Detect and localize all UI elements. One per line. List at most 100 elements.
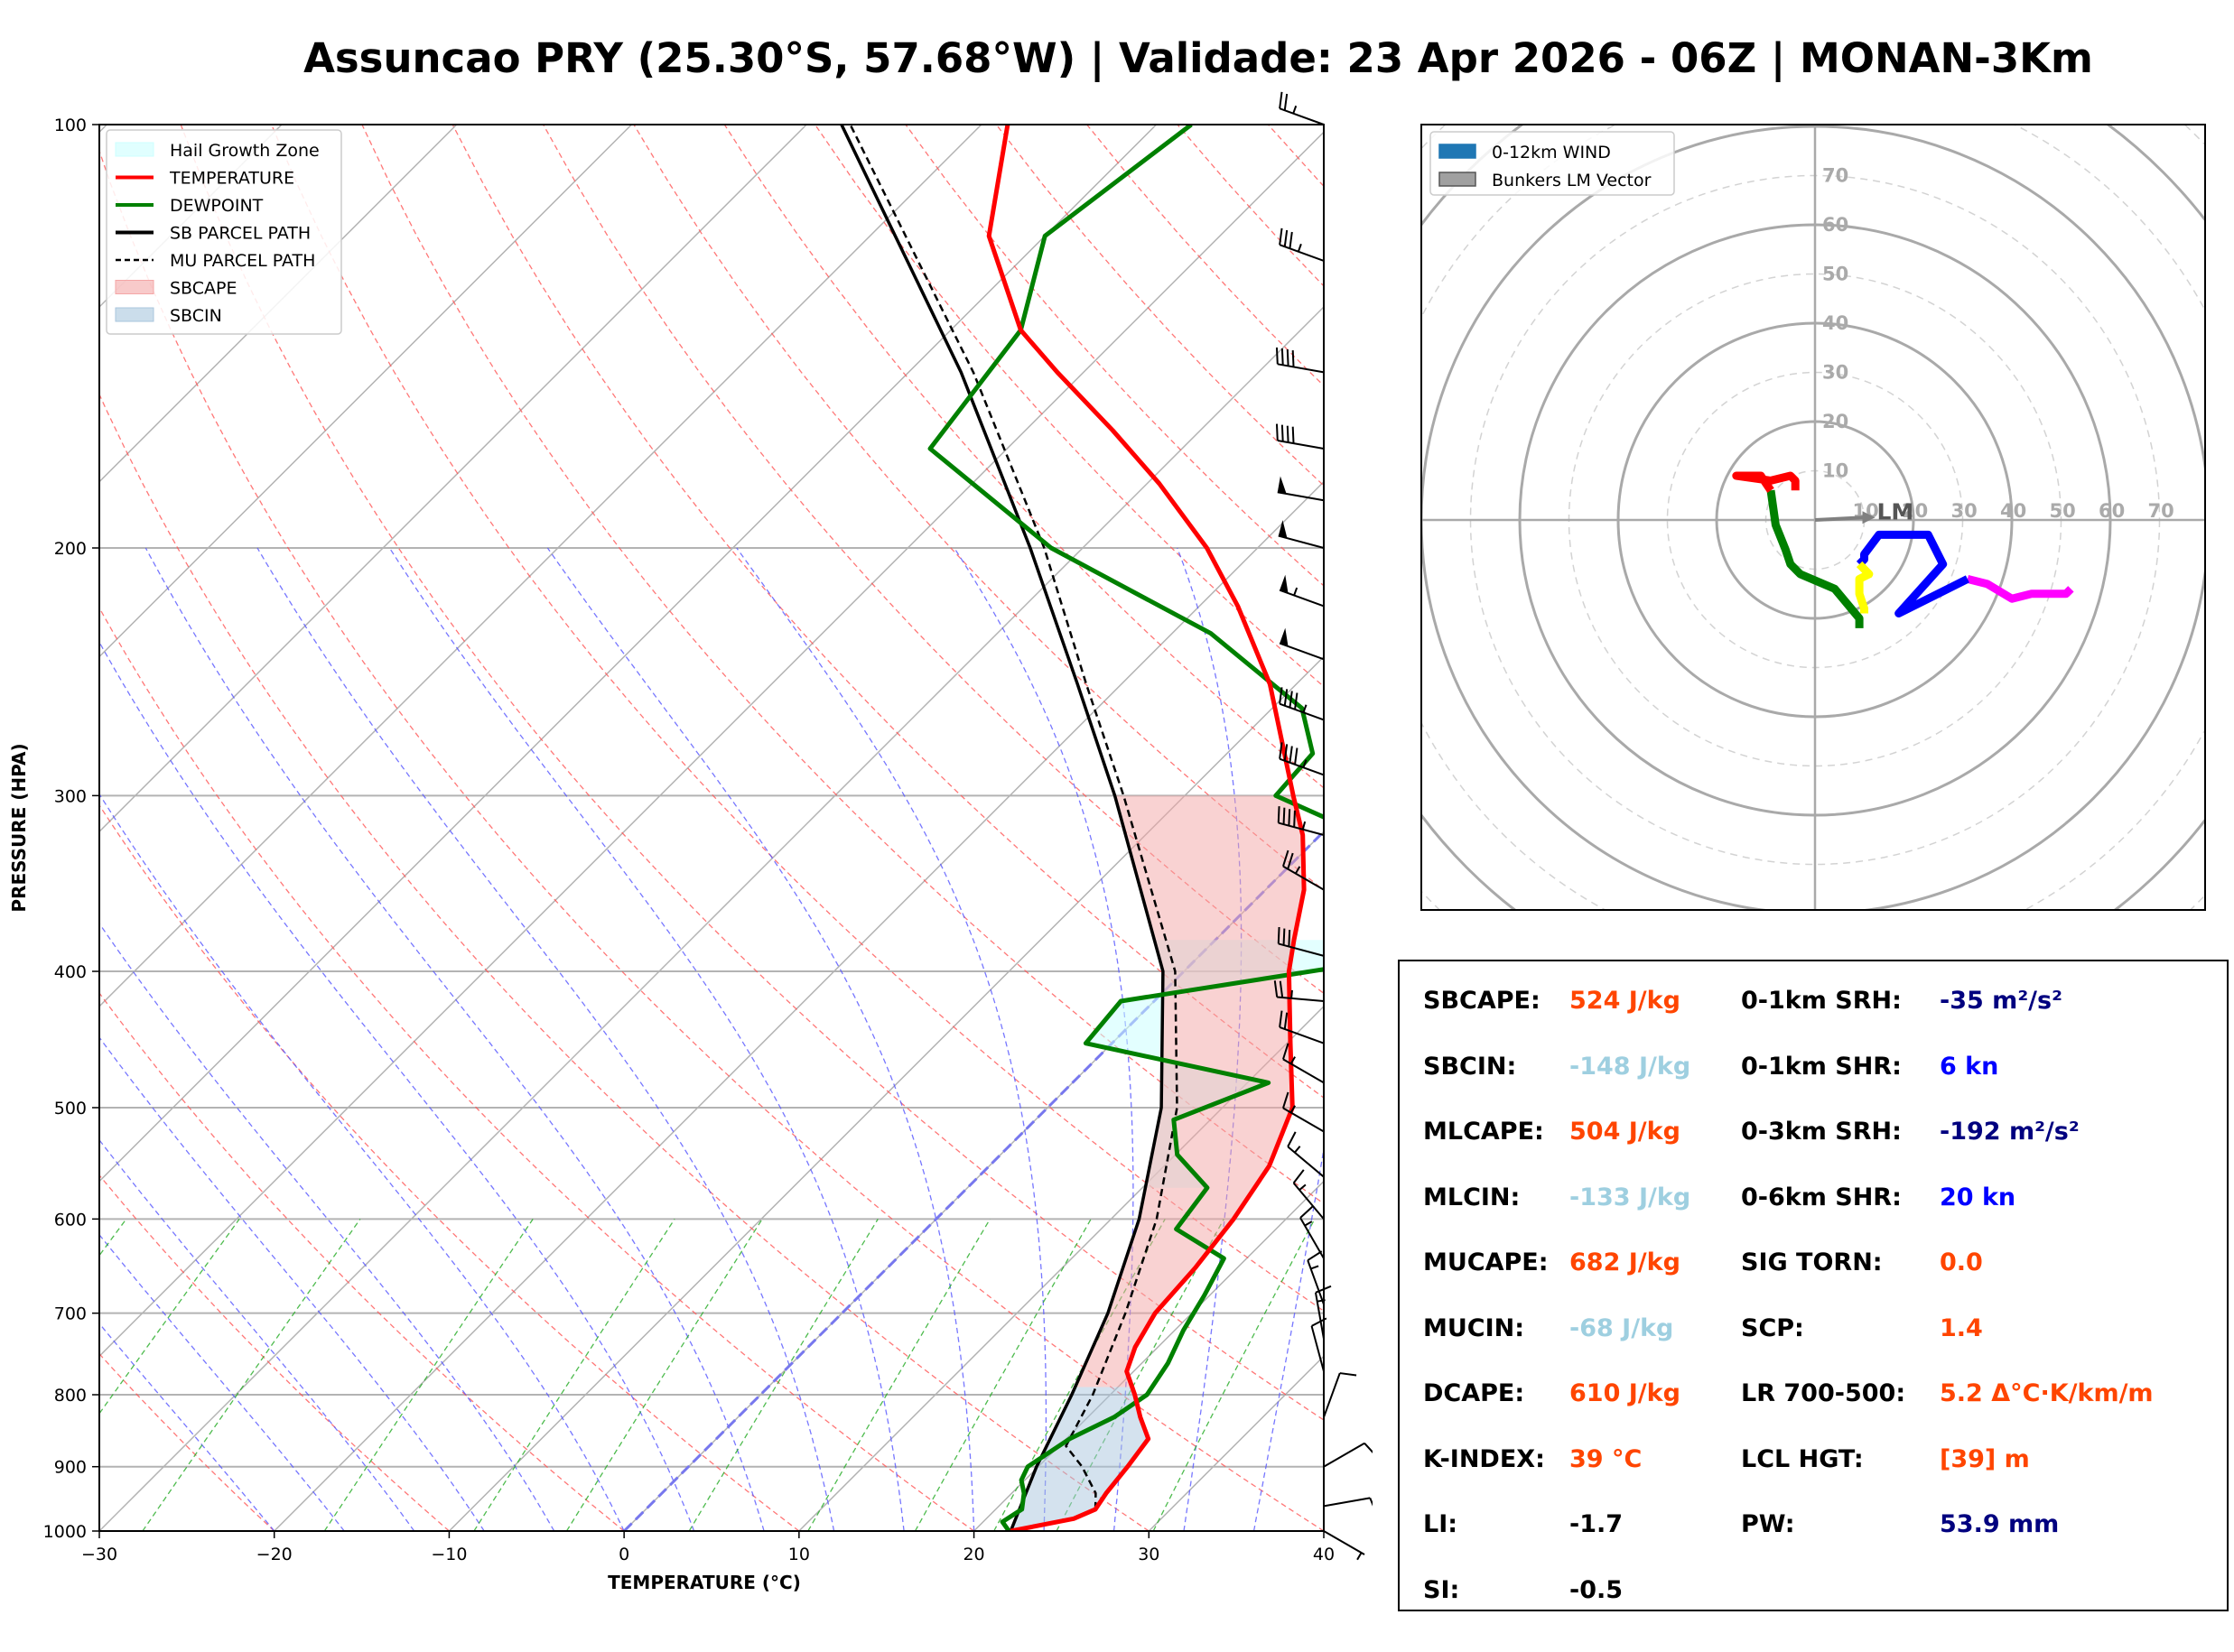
wind-barb: [1292, 1169, 1325, 1220]
moist-adiabat: [388, 547, 905, 1531]
barb-staff: [1310, 1325, 1325, 1372]
moist-adiabat: [99, 793, 625, 1531]
barb-staff: [1277, 363, 1325, 374]
wind-barb: [1323, 1497, 1373, 1508]
lm-vector: [1814, 515, 1865, 522]
barb-full: [1279, 1010, 1283, 1028]
param-left-label: MLCIN:: [1423, 1183, 1521, 1211]
barb-full: [1279, 227, 1283, 246]
param-left-value: -1.7: [1569, 1510, 1624, 1538]
param-left-value: 524 J/kg: [1569, 987, 1680, 1015]
barb-staff: [1279, 107, 1325, 125]
y-tick-label: 400: [54, 962, 87, 982]
barb-flag: [1278, 520, 1288, 539]
mixing-ratio-line: [688, 1219, 879, 1531]
dry-adiabat: [99, 393, 1150, 1531]
barb-staff: [1323, 1372, 1341, 1418]
hodograph-legend: 0-12km WIND Bunkers LM Vector: [1429, 131, 1675, 196]
hodograph-ring: [1224, 0, 2234, 1110]
x-tick-label: 20: [963, 1545, 984, 1564]
y-tick-label: 100: [54, 116, 87, 135]
skewt-legend: Hail Growth Zone TEMPERATURE DEWPOINT SB PA…: [106, 129, 342, 335]
dewpoint-line: [927, 125, 1324, 1531]
barb-half: [1302, 704, 1308, 713]
wind-barb: [1279, 742, 1325, 776]
hodograph-ring: [1421, 125, 2205, 910]
x-tick-label: −10: [431, 1545, 467, 1564]
x-tick-label: −30: [81, 1545, 117, 1564]
dry-adiabat: [99, 1352, 275, 1531]
hodograph-ring: [1568, 273, 2062, 767]
hodograph-ring-label-h: 50: [2050, 500, 2076, 522]
barb-full: [1287, 852, 1294, 869]
barb-half: [1289, 1056, 1296, 1064]
moist-adiabat: [99, 641, 695, 1531]
freezing-isotherm: [623, 830, 1324, 1531]
sbcin-fill: [1010, 1387, 1149, 1531]
barb-full: [1289, 231, 1293, 249]
wind-barb: [1323, 1530, 1365, 1561]
barb-half: [1293, 587, 1299, 596]
barb-half: [1301, 821, 1307, 831]
wind-barb: [1279, 91, 1325, 125]
param-right-label: SCP:: [1741, 1313, 1804, 1342]
wind-barb: [1279, 1010, 1325, 1044]
wind-barb: [1310, 1317, 1327, 1372]
barb-full: [1282, 849, 1289, 867]
barb-full: [1279, 742, 1283, 759]
isotherm-line: [99, 131, 1324, 1358]
wind-barb: [1278, 520, 1325, 549]
legend-swatch: [115, 280, 154, 294]
wind-barb: [1323, 1372, 1357, 1418]
barb-staff: [1278, 942, 1325, 957]
moist-adiabat: [736, 547, 1047, 1531]
isotherm-line: [99, 125, 982, 1007]
param-right-value: 0.0: [1940, 1248, 1983, 1276]
barb-full: [1283, 744, 1289, 761]
legend-label: Hail Growth Zone: [170, 141, 320, 161]
chart-title: Assuncao PRY (25.30°S, 57.68°W) | Valida…: [303, 34, 2093, 82]
dry-adiabat: [180, 125, 1324, 1421]
barb-staff: [1279, 757, 1325, 776]
barb-full: [1280, 348, 1284, 366]
dry-adiabat: [1359, 125, 1373, 1531]
barb-half: [1302, 759, 1308, 768]
legend-label: Bunkers LM Vector: [1492, 171, 1652, 190]
barb-full: [1280, 424, 1284, 442]
barb-full: [1292, 1169, 1305, 1184]
x-axis-label: TEMPERATURE (°C): [608, 1572, 801, 1593]
param-left-label: MLCAPE:: [1423, 1118, 1544, 1146]
param-left-value: 39 °C: [1569, 1444, 1643, 1473]
barb-staff: [1323, 1442, 1365, 1468]
isotherm-line: [99, 125, 458, 483]
barb-half: [1290, 989, 1293, 998]
param-left-label: MUCIN:: [1423, 1313, 1525, 1342]
dry-adiabat: [543, 125, 1324, 995]
barb-staff: [1277, 996, 1325, 1003]
hodograph-ring-label-h: 70: [2148, 500, 2174, 522]
param-left-value: -148 J/kg: [1569, 1052, 1691, 1081]
barb-half: [1299, 1183, 1307, 1191]
barb-half: [1289, 1105, 1296, 1114]
x-tick-label: −20: [256, 1545, 293, 1564]
param-right-value: -35 m²/s²: [1940, 987, 2062, 1015]
hodograph-segment: [1966, 575, 2074, 603]
param-left-value: 504 J/kg: [1569, 1118, 1680, 1146]
barb-staff: [1287, 1146, 1325, 1178]
barb-full: [1289, 746, 1293, 763]
wind-barb: [1282, 849, 1325, 891]
hodograph-ring-label-h: 20: [1902, 500, 1928, 522]
dry-adiabat: [633, 125, 1324, 891]
barb-full: [1286, 348, 1289, 367]
wind-barb: [1287, 1131, 1325, 1178]
barb-staff: [1277, 491, 1325, 502]
barb-staff: [1323, 1530, 1365, 1555]
barb-full: [1283, 229, 1289, 247]
barb-staff: [1279, 642, 1325, 661]
param-right-label: LR 700-500:: [1741, 1379, 1906, 1407]
legend-label: MU PARCEL PATH: [170, 251, 315, 271]
y-tick-label: 600: [54, 1210, 87, 1230]
dry-adiabat: [99, 992, 625, 1531]
wind-barb: [1275, 347, 1325, 374]
legend-swatch: [1438, 144, 1476, 159]
